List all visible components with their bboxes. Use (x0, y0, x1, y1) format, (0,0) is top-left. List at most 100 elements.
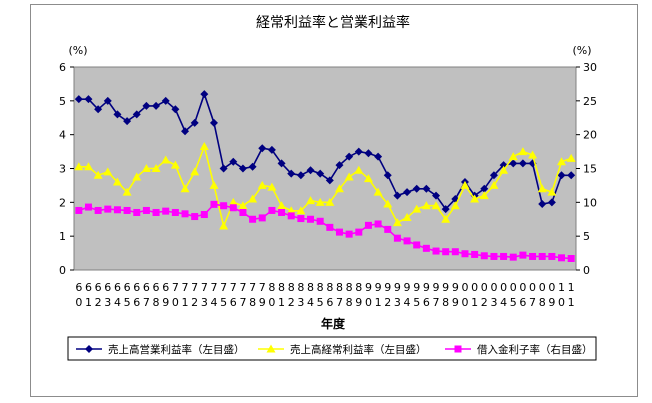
x-tick-label-bottom: 0 (558, 296, 565, 309)
x-tick-label-top: 0 (539, 281, 546, 294)
data-point (460, 180, 470, 189)
data-point (103, 96, 112, 105)
data-point (170, 160, 180, 169)
data-point (461, 250, 469, 258)
data-point (268, 206, 276, 214)
data-point (471, 250, 479, 258)
data-point (122, 187, 132, 196)
right-tick-label: 0 (583, 264, 590, 277)
data-point (547, 198, 556, 207)
data-point (219, 221, 229, 230)
x-tick-label-top: 8 (336, 281, 343, 294)
data-point (200, 211, 208, 219)
x-tick-label-bottom: 6 (230, 296, 237, 309)
data-point (470, 194, 480, 203)
data-point (258, 144, 267, 153)
x-tick-label-bottom: 2 (288, 296, 295, 309)
left-tick-label: 6 (59, 61, 66, 74)
legend-label: 売上高経常利益率（左目盛） (290, 343, 427, 356)
x-tick-label-bottom: 0 (268, 296, 275, 309)
x-tick-label-top: 6 (124, 281, 131, 294)
x-tick-label-bottom: 8 (249, 296, 256, 309)
x-tick-label-top: 9 (452, 281, 459, 294)
data-point (334, 184, 344, 193)
data-point (403, 237, 411, 245)
left-tick-label: 1 (59, 230, 66, 243)
x-tick-label-bottom: 1 (182, 296, 189, 309)
data-point (152, 101, 161, 110)
x-tick-label-top: 6 (95, 281, 102, 294)
data-point (519, 251, 527, 259)
data-point (112, 177, 122, 186)
data-point (104, 205, 112, 213)
data-point (528, 150, 538, 159)
right-tick-label: 25 (583, 95, 597, 108)
data-point (84, 203, 92, 211)
x-tick-label-bottom: 0 (461, 296, 468, 309)
data-point (229, 204, 237, 212)
data-point (286, 206, 296, 215)
x-tick-label-top: 9 (375, 281, 382, 294)
data-point (412, 204, 422, 213)
x-tick-label-bottom: 5 (220, 296, 227, 309)
data-point (74, 95, 83, 104)
data-point (557, 171, 566, 180)
data-point (451, 248, 459, 256)
x-tick-label-bottom: 4 (404, 296, 411, 309)
data-point (325, 176, 334, 185)
x-tick-label-bottom: 1 (375, 296, 382, 309)
data-point (393, 191, 402, 200)
data-point (489, 180, 499, 189)
data-point (238, 201, 248, 210)
x-tick-label-top: 8 (346, 281, 353, 294)
x-tick-label-top: 9 (365, 281, 372, 294)
data-point (307, 215, 315, 223)
data-point (518, 147, 528, 156)
data-point (403, 188, 412, 197)
series-1 (74, 90, 576, 214)
x-tick-label-bottom: 3 (297, 296, 304, 309)
data-point (220, 202, 228, 210)
data-point (75, 206, 83, 214)
x-tick-label-bottom: 4 (500, 296, 507, 309)
data-point (479, 191, 489, 200)
data-point (499, 165, 509, 174)
left-tick-label: 3 (59, 163, 66, 176)
data-point (113, 206, 121, 214)
data-point (548, 252, 556, 260)
series-line (78, 203, 572, 260)
data-point (142, 206, 150, 214)
x-tick-label-top: 8 (307, 281, 314, 294)
x-tick-label-top: 1 (568, 281, 575, 294)
left-unit-label: (%) (68, 44, 87, 57)
x-tick-label-bottom: 0 (365, 296, 372, 309)
x-tick-label-bottom: 3 (394, 296, 401, 309)
data-point (297, 215, 305, 223)
x-tick-label-bottom: 2 (191, 296, 198, 309)
right-tick-label: 15 (583, 163, 597, 176)
data-point (287, 169, 296, 178)
x-tick-label-bottom: 3 (490, 296, 497, 309)
data-point (239, 208, 247, 216)
data-point (181, 210, 189, 218)
data-point (257, 180, 267, 189)
data-point (93, 170, 103, 179)
data-point (489, 171, 498, 180)
data-point (422, 244, 430, 252)
x-tick-label-bottom: 7 (529, 296, 536, 309)
data-point (422, 184, 431, 193)
data-point (152, 208, 160, 216)
data-point (374, 220, 382, 228)
x-tick-label-top: 6 (75, 281, 82, 294)
data-point (315, 197, 325, 206)
series-3 (75, 200, 575, 262)
x-tick-label-top: 9 (423, 281, 430, 294)
data-point (354, 165, 364, 174)
x-tick-label-bottom: 3 (104, 296, 111, 309)
data-point (258, 214, 266, 222)
data-point (383, 199, 393, 208)
data-point (412, 184, 421, 193)
data-point (432, 247, 440, 255)
data-point (248, 162, 257, 171)
x-tick-label-top: 7 (259, 281, 266, 294)
